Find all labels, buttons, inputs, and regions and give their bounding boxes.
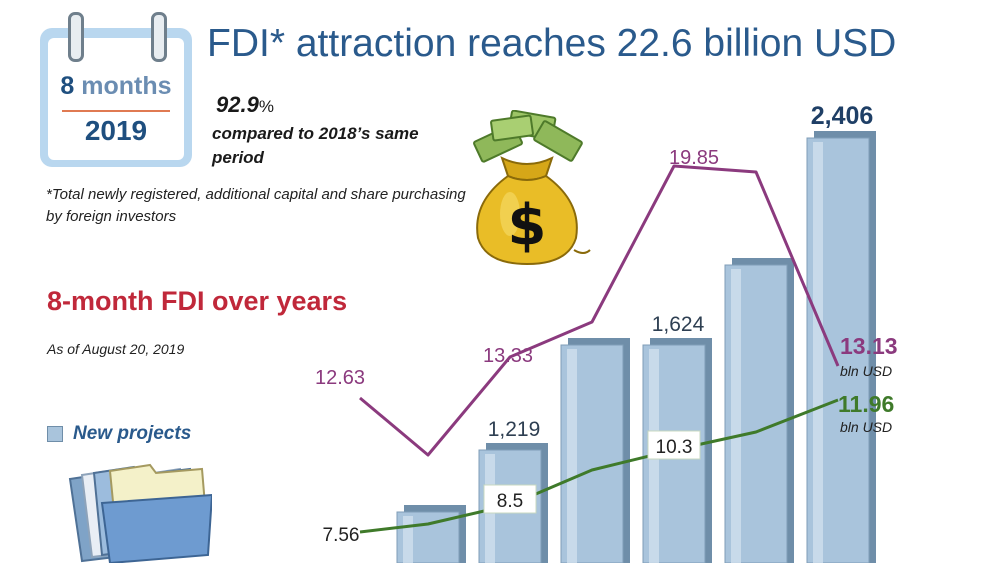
green-series-line xyxy=(359,398,839,534)
green-label-box xyxy=(483,484,537,514)
money-bag-icon: $ xyxy=(473,110,591,266)
calendar-year: 2019 xyxy=(84,115,148,146)
green-label-box xyxy=(647,430,701,460)
green-end-unit: bln USD xyxy=(840,419,892,435)
growth-value: 92.9% xyxy=(216,92,274,118)
footnote: *Total newly registered, additional capi… xyxy=(46,186,466,225)
purple-data-label: 12.63 xyxy=(315,367,365,389)
calendar-divider xyxy=(62,110,170,112)
bar-highlight xyxy=(813,142,823,563)
purple-data-label: 19.85 xyxy=(669,147,719,169)
purple-end-label: 13.13 xyxy=(840,333,898,359)
legend-swatch-new-projects xyxy=(47,426,63,442)
purple-end-unit: bln USD xyxy=(840,363,892,379)
bar-value-label: 1,624 xyxy=(652,313,705,336)
growth-text: compared to 2018’s same period xyxy=(212,124,419,167)
svg-text:$: $ xyxy=(508,193,547,258)
calendar-months-number: 8 xyxy=(60,72,75,100)
green-data-label: 7.56 xyxy=(323,525,360,546)
legend: New projects xyxy=(47,423,191,445)
folders-icon xyxy=(68,463,212,563)
green-data-label: 8.5 xyxy=(497,491,523,512)
bar-highlight xyxy=(731,269,741,563)
calendar-months-word: months xyxy=(81,72,172,100)
bar-series xyxy=(396,131,876,563)
legend-label-new-projects: New projects xyxy=(73,423,192,444)
bar-highlight xyxy=(567,349,577,563)
bar xyxy=(806,131,876,563)
calendar-ring-right xyxy=(151,12,167,62)
purple-data-label: 13.33 xyxy=(483,345,533,367)
green-data-label: 10.3 xyxy=(656,437,693,458)
page-title: FDI* attraction reaches 22.6 billion USD xyxy=(207,22,897,65)
growth-unit: % xyxy=(258,97,274,116)
calendar-icon: 8 months 2019 xyxy=(40,12,192,167)
banknotes xyxy=(473,110,583,163)
purple-series-line xyxy=(359,164,840,457)
as-of-date: As of August 20, 2019 xyxy=(47,341,185,357)
bar xyxy=(560,338,630,563)
bar-value-label: 1,219 xyxy=(488,418,541,441)
green-end-label: 11.96 xyxy=(838,391,894,417)
bar xyxy=(396,505,466,563)
growth-number: 92.9 xyxy=(216,92,259,117)
bar-highlight xyxy=(403,516,413,563)
bar xyxy=(724,258,794,563)
calendar-months: 8 months xyxy=(48,72,184,101)
calendar-ring-left xyxy=(68,12,84,62)
section-title: 8-month FDI over years xyxy=(47,286,348,316)
bar-value-label: 2,406 xyxy=(811,102,874,130)
